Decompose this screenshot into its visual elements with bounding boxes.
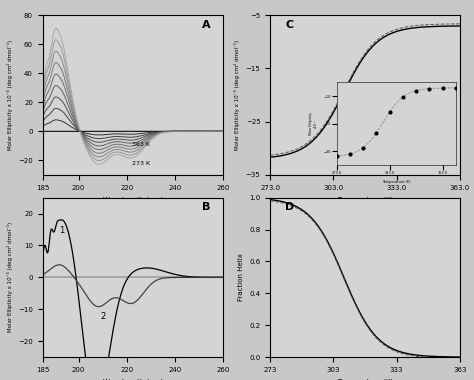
Y-axis label: Fraction Helix: Fraction Helix xyxy=(237,253,244,301)
Text: 2: 2 xyxy=(100,312,106,321)
X-axis label: Temperature (K): Temperature (K) xyxy=(337,196,393,203)
Text: B: B xyxy=(202,203,210,212)
X-axis label: Temperature (K): Temperature (K) xyxy=(337,378,393,380)
Text: C: C xyxy=(285,20,293,30)
X-axis label: Wavelength (nm): Wavelength (nm) xyxy=(102,378,163,380)
Y-axis label: Molar Ellipticity x 10⁻³ (deg cm² dmol⁻¹): Molar Ellipticity x 10⁻³ (deg cm² dmol⁻¹… xyxy=(7,40,13,150)
Text: 273 K: 273 K xyxy=(131,161,150,166)
Text: 1: 1 xyxy=(59,226,65,235)
Text: D: D xyxy=(285,203,295,212)
Text: 363 K: 363 K xyxy=(131,142,149,147)
Y-axis label: Molar Ellipticity x 10⁻³ (deg cm² dmol⁻¹): Molar Ellipticity x 10⁻³ (deg cm² dmol⁻¹… xyxy=(234,40,240,150)
Y-axis label: Molar Ellipticity x 10⁻³ (deg cm² dmol⁻¹): Molar Ellipticity x 10⁻³ (deg cm² dmol⁻¹… xyxy=(7,222,12,332)
X-axis label: Wavelength (nm): Wavelength (nm) xyxy=(102,196,163,203)
Text: A: A xyxy=(201,20,210,30)
